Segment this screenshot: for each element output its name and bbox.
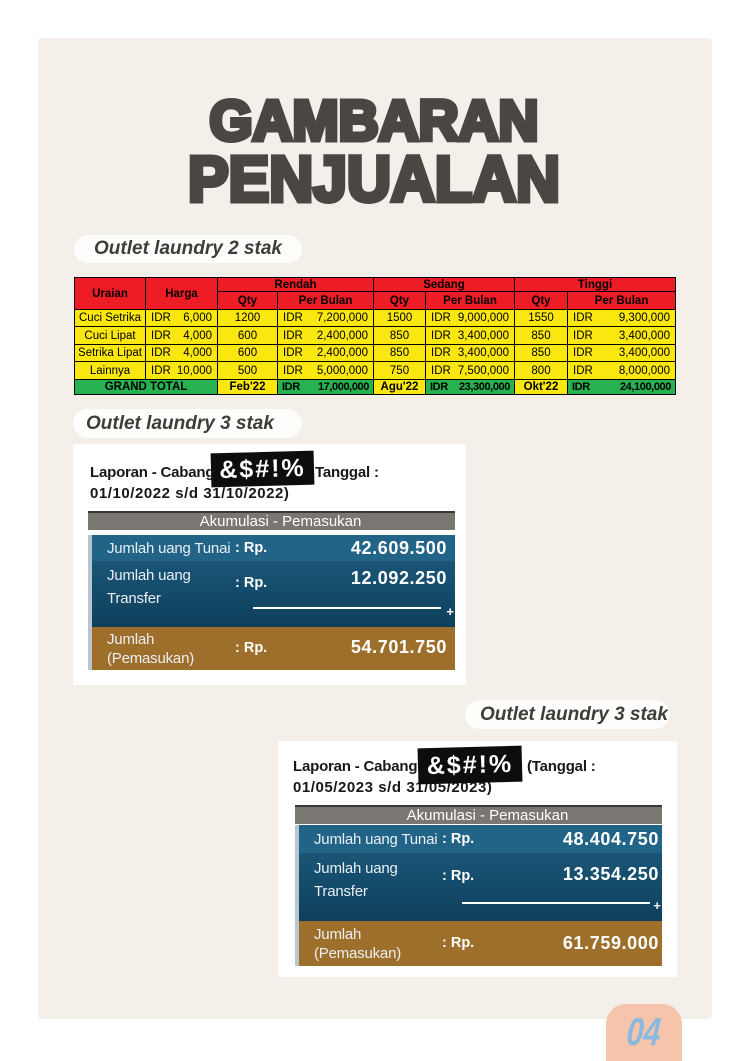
svg-text:GAMBARAN: GAMBARAN <box>210 89 539 153</box>
svg-text:PENJUALAN: PENJUALAN <box>188 143 560 215</box>
